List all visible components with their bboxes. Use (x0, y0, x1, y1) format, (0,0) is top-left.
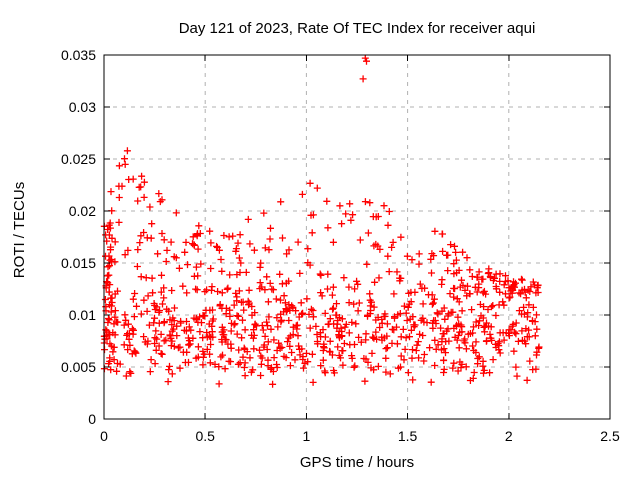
x-tick-label: 0 (100, 428, 108, 444)
scatter-points (100, 54, 543, 388)
y-tick-label: 0.005 (60, 359, 96, 375)
chart-title: Day 121 of 2023, Rate Of TEC Index for r… (178, 20, 536, 37)
y-tick-label: 0.015 (60, 255, 96, 271)
x-tick-label: 2 (504, 428, 513, 444)
y-tick-label: 0.025 (60, 151, 96, 167)
x-tick-label: 1.5 (397, 428, 418, 444)
grid-lines (104, 55, 610, 419)
y-tick-label: 0.02 (68, 203, 96, 219)
x-tick-label: 2.5 (600, 428, 620, 444)
y-tick-label: 0.01 (68, 307, 96, 323)
axis-tick-marks (103, 54, 611, 420)
plot-border (103, 54, 611, 420)
y-tick-label: 0.03 (68, 99, 96, 115)
y-tick-label: 0 (88, 411, 96, 427)
x-tick-label: 1 (302, 428, 311, 444)
x-axis-label: GPS time / hours (299, 454, 415, 471)
x-tick-label: 0.5 (195, 428, 215, 444)
y-tick-label: 0.035 (60, 47, 96, 63)
